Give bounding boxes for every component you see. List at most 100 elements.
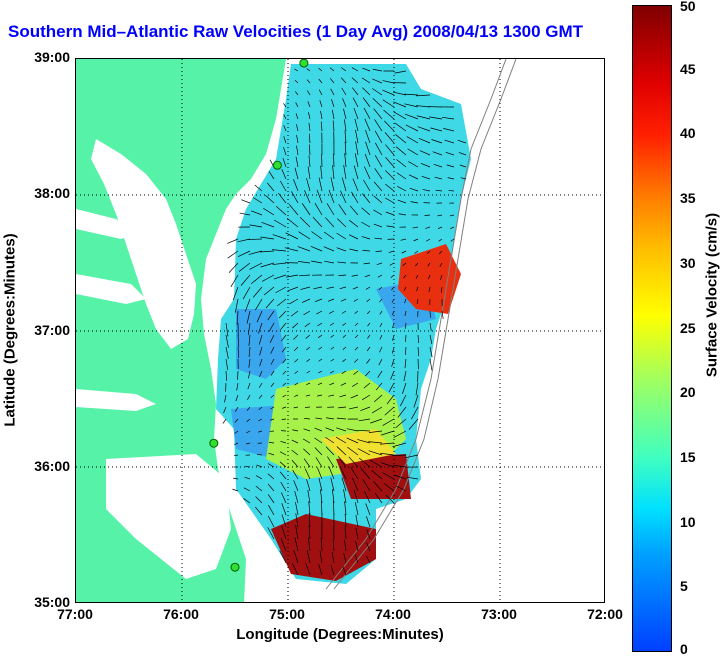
velocity-arrow: [338, 274, 347, 276]
velocity-arrow: [429, 346, 433, 358]
velocity-arrow: [258, 322, 263, 334]
velocity-arrow: [338, 456, 347, 468]
velocity-arrow: [324, 260, 335, 264]
velocity-arrow: [263, 208, 275, 216]
velocity-arrow: [430, 127, 443, 132]
velocity-arrow: [270, 406, 275, 410]
velocity-arrow: [351, 382, 359, 387]
velocity-arrow: [295, 525, 299, 540]
velocity-arrow: [304, 468, 311, 480]
velocity-arrow: [294, 68, 299, 72]
velocity-arrow: [270, 394, 275, 399]
velocity-arrow: [282, 370, 287, 375]
velocity-arrow: [300, 286, 311, 290]
velocity-arrow: [306, 478, 311, 492]
velocity-arrow: [270, 346, 275, 354]
velocity-arrow: [317, 322, 323, 327]
velocity-arrow: [429, 334, 433, 345]
velocity-arrow: [306, 79, 311, 84]
velocity-arrow: [392, 91, 407, 96]
velocity-arrow: [281, 492, 287, 504]
velocity-arrow: [443, 128, 455, 132]
sound-nc: [106, 454, 231, 579]
velocity-arrow: [407, 148, 419, 156]
velocity-arrow: [340, 190, 347, 204]
velocity-arrow: [294, 490, 299, 504]
velocity-arrow: [384, 132, 395, 144]
velocity-arrow: [400, 238, 407, 241]
velocity-arrow: [305, 394, 311, 397]
velocity-arrow: [298, 231, 311, 240]
velocity-arrow: [278, 310, 287, 319]
velocity-arrow: [391, 358, 395, 367]
velocity-arrow: [323, 246, 335, 252]
velocity-arrow: [319, 550, 323, 564]
map-plot-area: [75, 58, 605, 603]
bay-inlet-1: [76, 209, 136, 239]
velocity-arrow: [336, 247, 347, 252]
velocity-arrow: [320, 537, 323, 552]
velocity-arrow: [248, 358, 251, 368]
velocity-arrow: [374, 168, 383, 180]
velocity-arrow: [416, 286, 419, 292]
velocity-arrow: [338, 204, 347, 216]
velocity-arrow: [379, 310, 383, 315]
velocity-arrow: [353, 107, 359, 120]
velocity-arrow: [227, 238, 239, 244]
velocity-arrow: [283, 136, 287, 144]
velocity-arrow: [385, 183, 395, 192]
velocity-arrow: [283, 103, 287, 108]
velocity-arrow: [373, 223, 383, 228]
velocity-arrow: [379, 334, 383, 340]
velocity-arrow: [416, 298, 419, 304]
velocity-arrow: [325, 217, 335, 228]
velocity-arrow: [294, 167, 299, 180]
y-tick-label: 38:00: [34, 185, 70, 202]
velocity-arrow: [362, 479, 371, 492]
velocity-arrow: [237, 334, 240, 348]
velocity-arrow: [401, 250, 407, 254]
velocity-arrow: [395, 146, 407, 156]
colorbar-tick-label: 0: [680, 641, 688, 657]
velocity-arrow: [413, 394, 419, 408]
velocity-arrow: [259, 370, 263, 378]
velocity-arrow: [349, 248, 359, 252]
velocity-arrow: [373, 209, 383, 216]
velocity-arrow: [304, 418, 311, 420]
velocity-arrow: [302, 438, 311, 444]
velocity-arrow: [303, 428, 311, 432]
velocity-arrow: [397, 199, 407, 204]
velocity-arrow: [295, 513, 299, 528]
velocity-arrow: [411, 406, 419, 420]
velocity-arrow: [317, 382, 323, 385]
velocity-arrow: [437, 226, 443, 229]
velocity-arrow: [372, 88, 383, 96]
velocity-arrow: [405, 334, 407, 342]
velocity-arrow: [374, 394, 383, 403]
velocity-arrow: [248, 334, 251, 347]
velocity-arrow: [238, 262, 251, 272]
velocity-arrow: [233, 477, 239, 480]
velocity-arrow: [251, 210, 263, 216]
velocity-arrow: [355, 141, 359, 156]
velocity-arrow: [256, 453, 263, 456]
velocity-arrow: [307, 537, 311, 552]
velocity-arrow: [248, 370, 251, 379]
x-axis-label: Longitude (Degrees:Minutes): [236, 626, 444, 643]
velocity-arrow: [234, 442, 239, 445]
velocity-arrow: [382, 418, 395, 426]
colorbar-tick-label: 45: [680, 60, 696, 77]
velocity-arrow: [255, 475, 263, 480]
velocity-arrow: [293, 179, 299, 192]
velocity-arrow: [331, 109, 335, 120]
velocity-arrow: [284, 247, 299, 252]
velocity-arrow: [316, 310, 323, 315]
velocity-arrow: [265, 194, 275, 204]
velocity-arrow: [418, 137, 431, 144]
velocity-arrow: [293, 346, 299, 352]
velocity-arrow: [354, 554, 359, 564]
velocity-arrow: [291, 563, 299, 576]
velocity-arrow: [243, 487, 251, 492]
velocity-arrow: [307, 489, 311, 504]
velocity-arrow: [363, 382, 371, 389]
